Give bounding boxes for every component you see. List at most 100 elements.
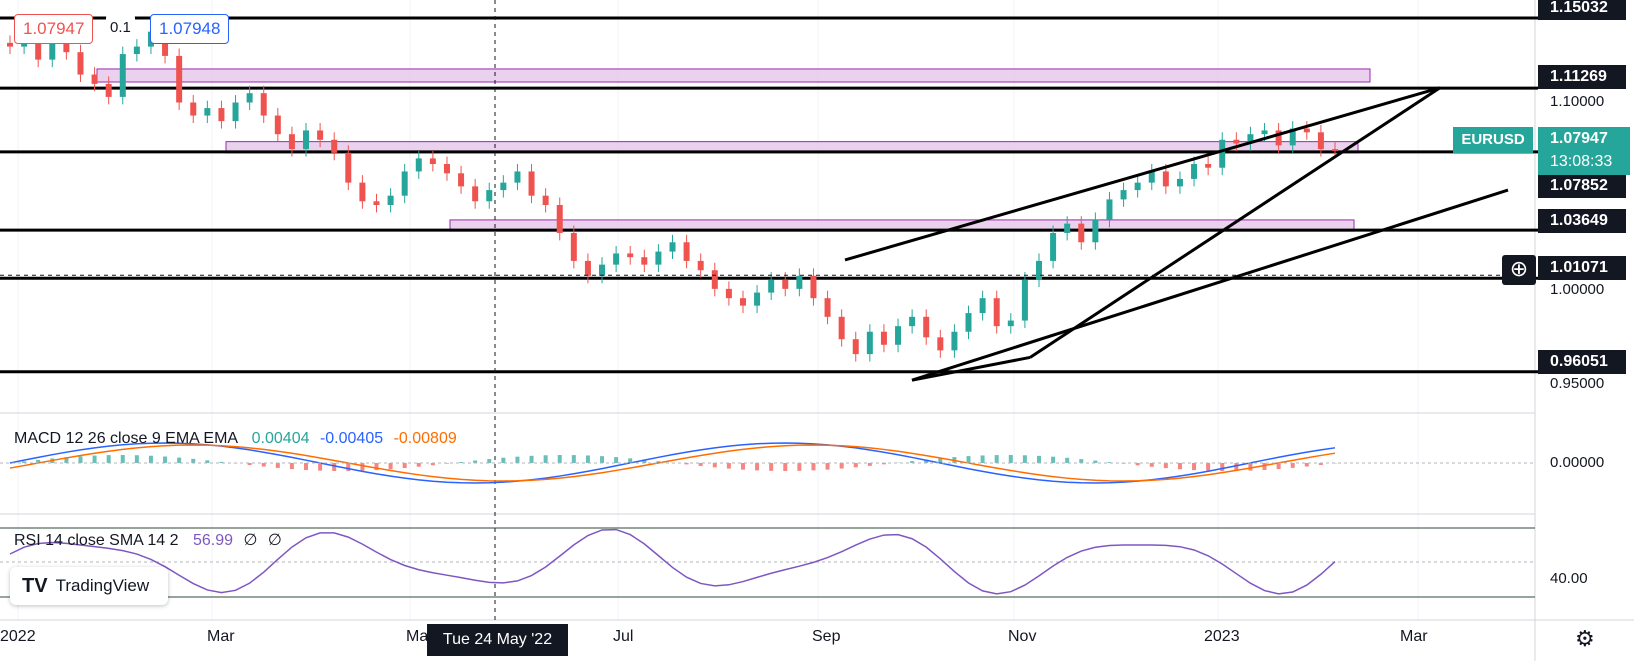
macd-label: MACD 12 26 close 9 EMA EMA [14, 430, 238, 447]
macd-hist-bar [163, 456, 168, 463]
candle-body [683, 242, 690, 261]
candle-body [387, 195, 394, 205]
candle-body [1162, 171, 1169, 187]
candle-body [176, 55, 183, 103]
macd-hist-bar [642, 459, 647, 463]
trendline-lower [1029, 86, 1441, 359]
sell-price-box[interactable]: 1.07947 [14, 14, 94, 44]
x-tick-5: Sep [812, 628, 841, 645]
candle-body [965, 313, 972, 332]
candle-body [1205, 164, 1212, 168]
candle-body [937, 337, 944, 351]
countdown: 13:08:33 [1550, 153, 1613, 170]
macd-hist-bar [755, 463, 760, 471]
level-label-5: 1.01071 [1538, 256, 1626, 280]
macd-hist-bar [924, 459, 929, 463]
level-label-6: 0.96051 [1538, 350, 1626, 374]
tradingview-logo[interactable]: TV TradingView [10, 567, 168, 605]
macd-hist-bar [1304, 463, 1309, 467]
price-tick-4: 0.95000 [1550, 375, 1605, 392]
candle-body [824, 298, 831, 317]
add-level-button[interactable]: ⊕ [1502, 255, 1536, 285]
candle-body [190, 102, 197, 116]
spread-label: 0.1 [106, 14, 135, 42]
candle-body [119, 54, 126, 97]
candle-body [1007, 320, 1014, 327]
candle-body [838, 316, 845, 340]
macd-hist-bar [388, 463, 393, 470]
candle-body [711, 270, 718, 289]
candle-body [359, 182, 366, 202]
macd-hist-bar [881, 463, 886, 465]
candle-body [415, 158, 422, 172]
level-label-3: 1.07852 [1538, 174, 1626, 198]
candle-body [35, 33, 42, 60]
macd-hist-bar [1107, 462, 1112, 463]
candle-body [105, 83, 112, 97]
candle-body [725, 288, 732, 299]
x-tick-4: Jul [613, 628, 634, 645]
macd-hist-bar [726, 463, 731, 469]
candle-body [796, 275, 803, 289]
macd-hist-bar [318, 463, 323, 471]
candle-body [951, 331, 958, 351]
buy-price-box[interactable]: 1.07948 [150, 14, 230, 44]
candle-body [528, 171, 535, 196]
candle-body [218, 108, 225, 122]
candle-body [1050, 232, 1057, 261]
level-label-2: 1.11269 [1538, 65, 1626, 89]
macd-hist-bar [1177, 463, 1182, 470]
macd-hist-bar [1234, 463, 1239, 471]
macd-hist-bar [571, 455, 576, 463]
macd-hist-bar [1318, 463, 1323, 465]
macd-hist-bar [1022, 455, 1027, 463]
candle-body [1106, 199, 1113, 220]
macd-hist-bar [1220, 463, 1225, 471]
candle-body [232, 102, 239, 122]
macd-hist-bar [459, 462, 464, 463]
macd-hist-bar [402, 463, 407, 469]
macd-hist-bar [1051, 456, 1056, 463]
candle-body [866, 331, 873, 355]
macd-hist-bar [797, 463, 802, 471]
symbol-badge: EURUSD [1453, 127, 1533, 153]
macd-hist-bar [585, 455, 590, 463]
candle-body [1191, 164, 1198, 179]
macd-hist-bar [487, 459, 492, 463]
trendline-support [911, 188, 1509, 382]
macd-hist-bar [261, 463, 266, 467]
macd-hist-bar [628, 458, 633, 463]
candle-body [768, 279, 775, 293]
candle-body [458, 173, 465, 187]
candle-body [401, 171, 408, 196]
macd-hist-bar [275, 463, 280, 468]
candle-body [77, 52, 84, 75]
price-tick-3: 1.00000 [1550, 281, 1605, 298]
macd-hist-bar [78, 456, 83, 463]
macd-hist-bar [1149, 463, 1154, 467]
candle-body [880, 331, 887, 345]
macd-hist-bar [543, 455, 548, 463]
settings-gear-icon[interactable]: ⚙ [1575, 626, 1595, 651]
price-tick-1: 1.10000 [1550, 93, 1605, 110]
candle-body [627, 253, 634, 258]
candle-body [514, 171, 521, 183]
macd-hist-bar [1192, 463, 1197, 471]
macd-hist-bar [1163, 463, 1168, 469]
rsi-extra2: ∅ [267, 532, 282, 549]
macd-hist-bar [473, 460, 478, 463]
macd-hist-bar [867, 463, 872, 466]
signal-line [9, 444, 1336, 482]
candle-body [500, 182, 507, 191]
macd-hist-bar [332, 463, 337, 471]
candle-body [373, 201, 380, 205]
macd-hist-bar [1262, 463, 1267, 470]
candle-body [1332, 149, 1338, 151]
level-label-1: 1.15032 [1538, 0, 1626, 20]
candle-body [852, 339, 859, 355]
candle-body [1064, 223, 1071, 233]
candle-body [331, 139, 338, 153]
x-tick-6: Nov [1008, 628, 1037, 645]
macd-hist-bar [106, 455, 111, 463]
